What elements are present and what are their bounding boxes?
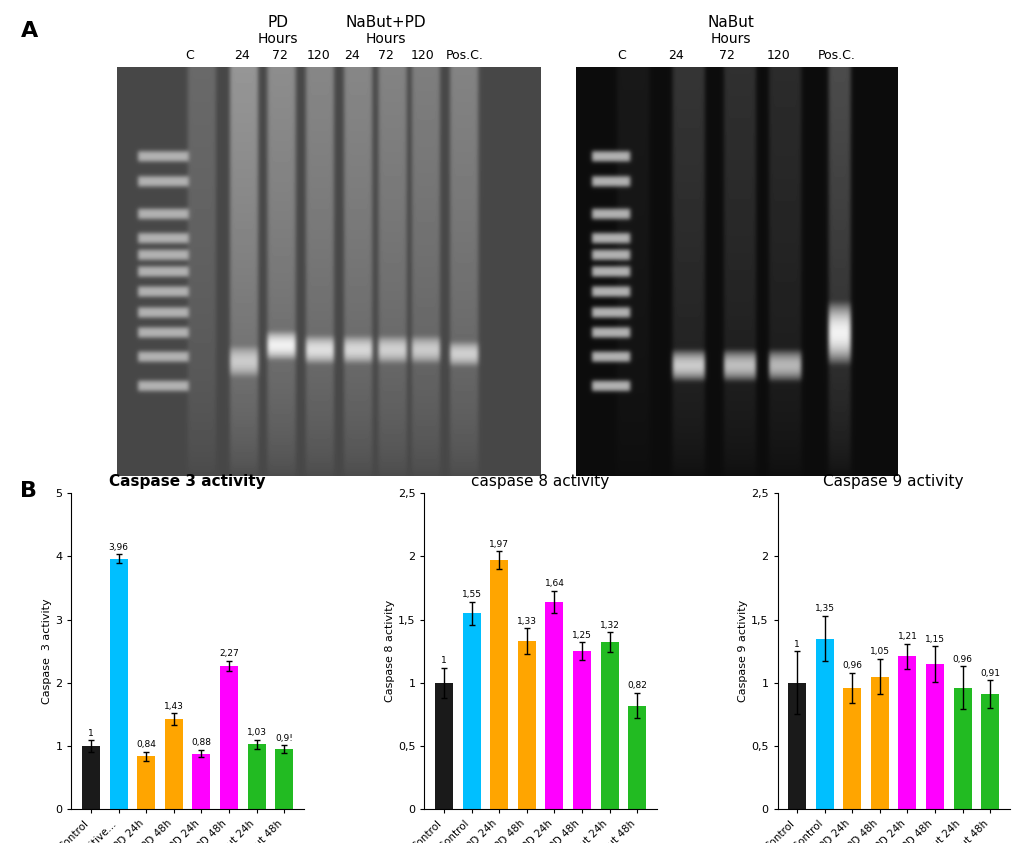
Text: 1,55: 1,55 <box>462 590 481 599</box>
Text: 24: 24 <box>344 49 360 62</box>
Text: 0,88: 0,88 <box>192 738 211 747</box>
Text: 72: 72 <box>272 49 288 62</box>
Text: 1,97: 1,97 <box>489 540 508 549</box>
Bar <box>600 642 618 809</box>
Text: 3,96: 3,96 <box>108 543 128 552</box>
Text: 0,96: 0,96 <box>842 661 861 670</box>
Bar <box>815 639 833 809</box>
Text: 72: 72 <box>378 49 393 62</box>
Title: Caspase 9 activity: Caspase 9 activity <box>822 475 963 489</box>
Text: 0,96: 0,96 <box>952 655 972 664</box>
Text: 1,15: 1,15 <box>924 635 945 644</box>
Text: 24: 24 <box>667 49 683 62</box>
Text: Pos.C.: Pos.C. <box>817 49 855 62</box>
Bar <box>490 560 507 809</box>
Text: 0,9!: 0,9! <box>275 734 292 743</box>
Bar <box>628 706 646 809</box>
Y-axis label: Caspase 9 activity: Caspase 9 activity <box>738 600 747 702</box>
Bar <box>434 683 452 809</box>
Text: A: A <box>20 21 38 41</box>
Text: 0,82: 0,82 <box>627 681 646 690</box>
Text: Hours: Hours <box>258 31 299 46</box>
Text: 1,03: 1,03 <box>247 728 266 737</box>
Text: 1,05: 1,05 <box>869 647 889 656</box>
Text: 72: 72 <box>718 49 735 62</box>
Text: 1,43: 1,43 <box>164 701 183 711</box>
Text: Hours: Hours <box>366 31 406 46</box>
Y-axis label: Caspase  3 activity: Caspase 3 activity <box>43 599 52 704</box>
Bar <box>193 754 210 809</box>
Text: Hours: Hours <box>709 31 750 46</box>
Bar <box>248 744 265 809</box>
Y-axis label: Caspase 8 activity: Caspase 8 activity <box>384 600 394 702</box>
Bar <box>82 746 100 809</box>
Text: 0,91: 0,91 <box>979 668 1000 678</box>
Text: 1,35: 1,35 <box>814 604 834 614</box>
Bar <box>518 641 535 809</box>
Bar <box>980 695 999 809</box>
Text: B: B <box>20 481 38 501</box>
Bar <box>109 559 127 809</box>
Text: PD: PD <box>267 14 288 30</box>
Text: C: C <box>184 49 194 62</box>
Bar <box>463 614 480 809</box>
Bar <box>870 676 888 809</box>
Bar <box>925 664 944 809</box>
Bar <box>898 656 915 809</box>
Text: 24: 24 <box>234 49 250 62</box>
Text: C: C <box>616 49 625 62</box>
Bar <box>843 688 860 809</box>
Text: 120: 120 <box>306 49 330 62</box>
Bar <box>220 666 237 809</box>
Text: NaBut+PD: NaBut+PD <box>345 14 426 30</box>
Text: 1: 1 <box>88 729 94 738</box>
Bar <box>275 749 292 809</box>
Text: Pos.C.: Pos.C. <box>445 49 483 62</box>
Text: 1: 1 <box>440 656 446 665</box>
Text: 1,32: 1,32 <box>599 620 619 630</box>
Bar <box>545 602 562 809</box>
Bar <box>573 651 590 809</box>
Title: caspase 8 activity: caspase 8 activity <box>471 475 609 489</box>
Title: Caspase 3 activity: Caspase 3 activity <box>109 475 266 489</box>
Text: 1: 1 <box>794 640 799 649</box>
Text: 1,33: 1,33 <box>517 617 536 626</box>
Text: 0,84: 0,84 <box>137 740 156 749</box>
Bar <box>953 688 971 809</box>
Text: NaBut: NaBut <box>706 14 753 30</box>
Text: 2,27: 2,27 <box>219 649 238 658</box>
Text: 1,25: 1,25 <box>572 631 591 640</box>
Bar <box>165 719 182 809</box>
Text: 120: 120 <box>410 49 433 62</box>
Text: 120: 120 <box>766 49 790 62</box>
Text: 1,64: 1,64 <box>544 579 564 588</box>
Bar <box>137 756 155 809</box>
Bar <box>788 683 805 809</box>
Text: 1,21: 1,21 <box>897 632 916 641</box>
